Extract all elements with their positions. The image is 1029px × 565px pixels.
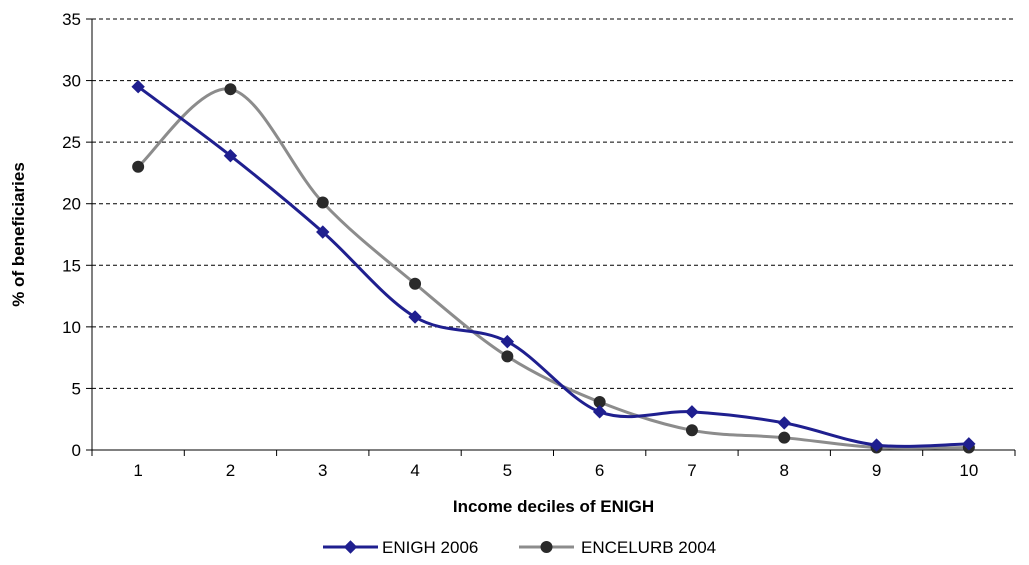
series-line bbox=[136, 85, 971, 448]
x-tick-label: 5 bbox=[503, 461, 512, 480]
data-point bbox=[131, 80, 145, 94]
x-tick-label: 10 bbox=[959, 461, 978, 480]
x-tick-label: 9 bbox=[872, 461, 881, 480]
data-point bbox=[501, 350, 514, 363]
data-point bbox=[223, 148, 238, 163]
y-tick-label: 35 bbox=[62, 10, 81, 29]
data-point bbox=[500, 334, 515, 349]
data-point bbox=[869, 438, 884, 452]
y-tick-label: 25 bbox=[62, 133, 81, 152]
legend-item: ENCELURB 2004 bbox=[519, 538, 716, 557]
legend-swatch-marker bbox=[540, 541, 553, 553]
data-point bbox=[316, 225, 330, 239]
x-tick-label: 3 bbox=[318, 461, 327, 480]
x-tick-label: 8 bbox=[780, 461, 789, 480]
legend-swatch-marker bbox=[343, 540, 358, 554]
legend-label: ENIGH 2006 bbox=[382, 538, 478, 557]
data-point bbox=[777, 416, 791, 430]
y-tick-label: 20 bbox=[62, 195, 81, 214]
data-point bbox=[316, 196, 329, 209]
x-tick-label: 4 bbox=[410, 461, 419, 480]
data-point bbox=[685, 405, 699, 419]
y-tick-label: 0 bbox=[72, 441, 81, 460]
x-tick-label: 1 bbox=[133, 461, 142, 480]
data-point bbox=[408, 310, 422, 324]
data-point bbox=[685, 424, 698, 437]
legend-label: ENCELURB 2004 bbox=[581, 538, 716, 557]
axes bbox=[86, 18, 1016, 456]
y-tick-label: 15 bbox=[62, 256, 81, 275]
x-axis-title: Income deciles of ENIGH bbox=[453, 497, 654, 516]
y-tick-labels: 0 5 10 15 20 25 30 35 bbox=[62, 10, 81, 460]
gridlines bbox=[92, 18, 1015, 389]
legend: ENIGH 2006 ENCELURB 2004 bbox=[323, 538, 716, 557]
x-tick-label: 6 bbox=[595, 461, 604, 480]
x-tick-label: 2 bbox=[226, 461, 235, 480]
legend-item: ENIGH 2006 bbox=[323, 538, 478, 557]
series-0 bbox=[131, 80, 976, 452]
series-line bbox=[136, 87, 971, 450]
series-1 bbox=[132, 83, 975, 454]
x-tick-label: 7 bbox=[687, 461, 696, 480]
y-tick-label: 5 bbox=[72, 379, 81, 398]
data-point bbox=[132, 160, 145, 173]
data-point bbox=[224, 83, 237, 96]
data-point bbox=[778, 431, 791, 444]
data-point bbox=[962, 437, 976, 451]
data-point bbox=[409, 277, 422, 290]
y-axis-title: % of beneficiaries bbox=[9, 162, 28, 307]
data-point bbox=[592, 405, 607, 419]
y-tick-label: 30 bbox=[62, 72, 81, 91]
x-tick-labels: 1 2 3 4 5 6 7 8 9 10 bbox=[133, 461, 978, 480]
series bbox=[131, 80, 976, 454]
y-tick-label: 10 bbox=[62, 318, 81, 337]
